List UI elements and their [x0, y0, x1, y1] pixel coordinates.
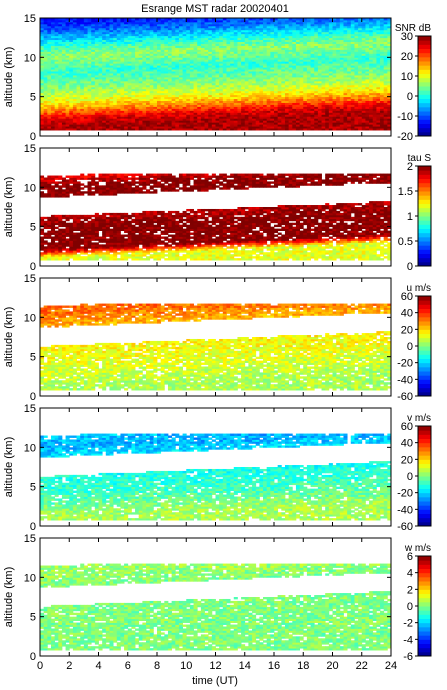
colorbar-tick-label: 20 [401, 324, 413, 336]
colorbar-tick-label: 40 [401, 438, 413, 450]
panel-u: 0 5 10 15 altitude (km) -60 -40 -20 0 20 40 60u m/s [3, 273, 432, 403]
x-tick-label: 0 [37, 660, 43, 672]
colorbar-tick-label: 0 [407, 261, 413, 273]
colorbar-label-snr: SNR dB [395, 23, 431, 34]
x-axis: 0 2 4 6 8 10 12 14 16 18 20 22 24 [37, 660, 397, 672]
colorbar-tick-label: 20 [401, 454, 413, 466]
colorbar-tick-label: -40 [397, 504, 413, 516]
y-axis-label-u: altitude (km) [3, 307, 15, 368]
y-tick-label: 15 [24, 13, 36, 25]
y-tick-label: 5 [30, 482, 36, 494]
colorbar-label-v: v m/s [407, 413, 431, 424]
x-tick-label: 4 [95, 660, 101, 672]
heatmap-u [40, 303, 392, 391]
colorbar-tick-label: 4 [407, 568, 413, 580]
y-tick-label: 10 [24, 442, 36, 454]
colorbar-tick-label: 0 [407, 601, 413, 613]
colorbar-tick-label: 10 [401, 71, 413, 83]
colorbar-tick-label: -20 [397, 131, 413, 143]
y-tick-label: 15 [24, 273, 36, 285]
colorbar-tick-label: 2 [407, 584, 413, 596]
x-axis-label: time (UT) [192, 675, 238, 687]
x-tick-label: 10 [180, 660, 192, 672]
colorbar-label-tau: tau S [408, 153, 432, 164]
y-tick-label: 10 [24, 312, 36, 324]
colorbar-tick-label: 6 [407, 551, 413, 563]
colorbar-tick-label: 0.5 [398, 236, 413, 248]
x-tick-label: 14 [239, 660, 251, 672]
colorbar-tick-label: 1 [407, 211, 413, 223]
y-tick-label: 10 [24, 182, 36, 194]
y-tick-label: 15 [24, 143, 36, 155]
colorbar-u: -60 -40 -20 0 20 40 60u m/s [397, 283, 432, 403]
x-tick-label: 8 [154, 660, 160, 672]
y-tick-label: 15 [24, 533, 36, 545]
y-axis-label-tau: altitude (km) [3, 177, 15, 238]
heatmap-v [40, 433, 392, 521]
colorbar-tick-label: 40 [401, 308, 413, 320]
x-tick-label: 6 [125, 660, 131, 672]
colorbar-label-w: w m/s [404, 543, 431, 554]
y-tick-label: 0 [30, 261, 36, 273]
colorbar-tick-label: 60 [401, 421, 413, 433]
y-tick-label: 0 [30, 521, 36, 533]
x-tick-label: 24 [385, 660, 397, 672]
y-tick-label: 5 [30, 612, 36, 624]
panel-v: 0 5 10 15 altitude (km) -60 -40 -20 0 20 40 60v m/s [3, 403, 432, 533]
heatmap-tau [40, 173, 392, 261]
colorbar-tick-label: 0 [407, 341, 413, 353]
colorbar-tick-label: -6 [403, 651, 413, 663]
colorbar-tick-label: -20 [397, 358, 413, 370]
colorbar-tick-label: 2 [407, 161, 413, 173]
colorbar-tick-label: 60 [401, 291, 413, 303]
colorbar-w: -6 -4 -2 0 2 4 6w m/s [403, 543, 432, 663]
colorbar-tick-label: 0 [407, 91, 413, 103]
colorbar-tick-label: 1.5 [398, 186, 413, 198]
colorbar-tick-label: -2 [403, 618, 413, 630]
colorbar-v: -60 -40 -20 0 20 40 60v m/s [397, 413, 432, 533]
heatmap-snr [40, 18, 392, 131]
y-tick-label: 0 [30, 391, 36, 403]
panel-w: 0 5 10 15 altitude (km) -6 -4 -2 0 2 4 6w m/s [3, 533, 432, 663]
y-tick-label: 0 [30, 651, 36, 663]
colorbar-tick-label: 30 [401, 31, 413, 43]
x-tick-label: 22 [356, 660, 368, 672]
colorbar-tick-label: -60 [397, 521, 413, 533]
x-tick-label: 20 [326, 660, 338, 672]
x-tick-label: 18 [297, 660, 309, 672]
colorbar-tick-label: -4 [403, 634, 413, 646]
y-axis-label-v: altitude (km) [3, 437, 15, 498]
y-axis-label-snr: altitude (km) [3, 47, 15, 108]
colorbar-tick-label: 0 [407, 471, 413, 483]
colorbar-tick-label: -20 [397, 488, 413, 500]
x-tick-label: 12 [209, 660, 221, 672]
colorbar-label-u: u m/s [407, 283, 431, 294]
figure-title: Esrange MST radar 20020401 [141, 3, 289, 15]
y-tick-label: 0 [30, 131, 36, 143]
y-tick-label: 5 [30, 222, 36, 234]
y-tick-label: 15 [24, 403, 36, 415]
y-tick-label: 5 [30, 352, 36, 364]
colorbar-tick-label: -10 [397, 111, 413, 123]
x-tick-label: 16 [268, 660, 280, 672]
x-tick-label: 2 [66, 660, 72, 672]
heatmap-w [40, 563, 392, 651]
colorbar-tick-label: -60 [397, 391, 413, 403]
colorbar-tick-label: 20 [401, 51, 413, 63]
y-axis-label-w: altitude (km) [3, 567, 15, 628]
colorbar-tick-label: -40 [397, 374, 413, 386]
y-tick-label: 5 [30, 92, 36, 104]
y-tick-label: 10 [24, 572, 36, 584]
y-tick-label: 10 [24, 52, 36, 64]
